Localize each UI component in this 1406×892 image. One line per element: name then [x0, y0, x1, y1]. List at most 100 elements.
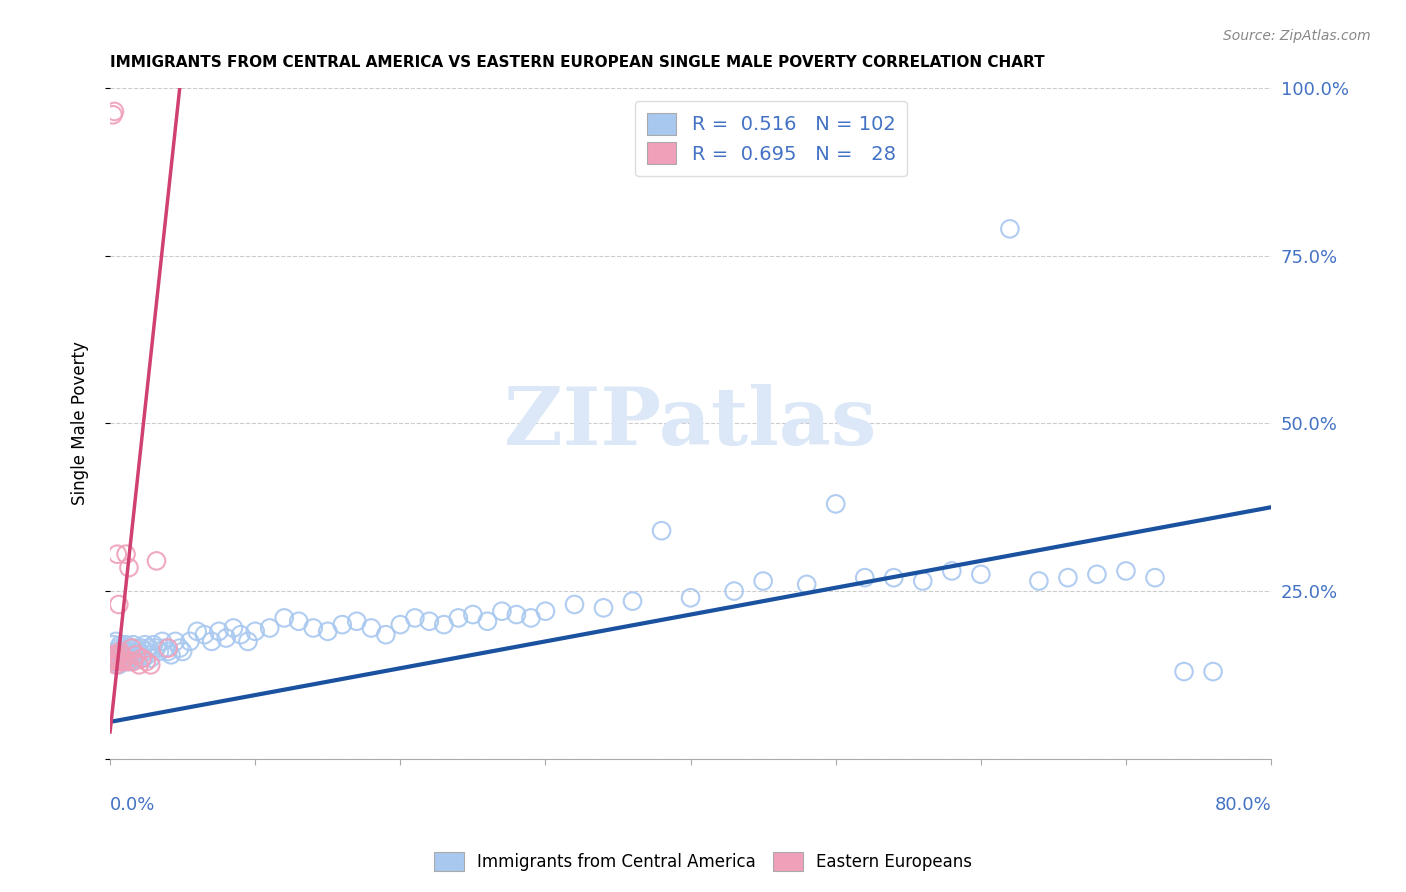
Point: [155, 641, 177, 656]
Point: [131, 651, 153, 665]
Point: [125, 648, 148, 662]
Point: [135, 655, 157, 669]
Point: [131, 641, 153, 656]
Point: [111, 644, 134, 658]
Point: [796, 577, 818, 591]
Point: [118, 644, 141, 658]
Point: [112, 641, 135, 656]
Point: [117, 651, 139, 665]
Point: [505, 607, 527, 622]
Point: [115, 547, 138, 561]
Point: [179, 634, 201, 648]
Point: [135, 644, 157, 658]
Point: [236, 634, 259, 648]
Point: [118, 560, 141, 574]
Point: [100, 648, 122, 662]
Point: [138, 641, 160, 656]
Legend: Immigrants from Central America, Eastern Europeans: Immigrants from Central America, Eastern…: [426, 843, 980, 880]
Point: [122, 638, 145, 652]
Point: [107, 641, 129, 656]
Text: 0.0%: 0.0%: [110, 796, 156, 814]
Point: [110, 638, 132, 652]
Point: [374, 628, 396, 642]
Point: [651, 524, 673, 538]
Point: [302, 621, 325, 635]
Point: [287, 614, 309, 628]
Point: [121, 641, 143, 656]
Point: [165, 634, 187, 648]
Point: [1085, 567, 1108, 582]
Point: [1202, 665, 1225, 679]
Point: [172, 644, 194, 658]
Point: [118, 655, 141, 669]
Point: [1057, 571, 1080, 585]
Point: [101, 655, 124, 669]
Point: [105, 651, 128, 665]
Point: [101, 638, 124, 652]
Point: [121, 655, 143, 669]
Point: [229, 628, 252, 642]
Point: [103, 651, 125, 665]
Point: [245, 624, 267, 639]
Point: [592, 600, 614, 615]
Text: IMMIGRANTS FROM CENTRAL AMERICA VS EASTERN EUROPEAN SINGLE MALE POVERTY CORRELAT: IMMIGRANTS FROM CENTRAL AMERICA VS EASTE…: [110, 55, 1045, 70]
Point: [110, 655, 132, 669]
Point: [150, 634, 173, 648]
Point: [105, 547, 128, 561]
Text: ZIPatlas: ZIPatlas: [505, 384, 877, 462]
Point: [103, 104, 125, 119]
Point: [1173, 665, 1195, 679]
Point: [112, 651, 135, 665]
Point: [418, 614, 440, 628]
Point: [114, 655, 136, 669]
Point: [404, 611, 426, 625]
Point: [534, 604, 557, 618]
Point: [107, 598, 129, 612]
Point: [160, 648, 183, 662]
Point: [128, 657, 150, 672]
Point: [111, 655, 134, 669]
Point: [114, 651, 136, 665]
Point: [104, 634, 127, 648]
Point: [1143, 571, 1166, 585]
Point: [970, 567, 993, 582]
Point: [122, 655, 145, 669]
Point: [186, 624, 208, 639]
Point: [136, 648, 159, 662]
Point: [145, 641, 167, 656]
Point: [129, 648, 152, 662]
Point: [112, 655, 135, 669]
Point: [104, 648, 127, 662]
Point: [124, 648, 146, 662]
Point: [115, 644, 138, 658]
Point: [679, 591, 702, 605]
Point: [330, 617, 353, 632]
Point: [120, 641, 142, 656]
Point: [157, 641, 180, 656]
Point: [911, 574, 934, 588]
Point: [104, 655, 127, 669]
Point: [520, 611, 543, 625]
Point: [941, 564, 963, 578]
Point: [621, 594, 644, 608]
Point: [193, 628, 215, 642]
Point: [169, 641, 191, 656]
Point: [122, 644, 145, 658]
Point: [215, 631, 238, 645]
Point: [120, 651, 142, 665]
Point: [447, 611, 470, 625]
Point: [117, 655, 139, 669]
Point: [145, 554, 167, 568]
Point: [105, 644, 128, 658]
Point: [201, 634, 224, 648]
Point: [134, 638, 156, 652]
Point: [1028, 574, 1050, 588]
Point: [752, 574, 775, 588]
Point: [316, 624, 339, 639]
Point: [117, 648, 139, 662]
Point: [564, 598, 586, 612]
Point: [110, 644, 132, 658]
Point: [107, 657, 129, 672]
Point: [139, 651, 162, 665]
Point: [142, 638, 165, 652]
